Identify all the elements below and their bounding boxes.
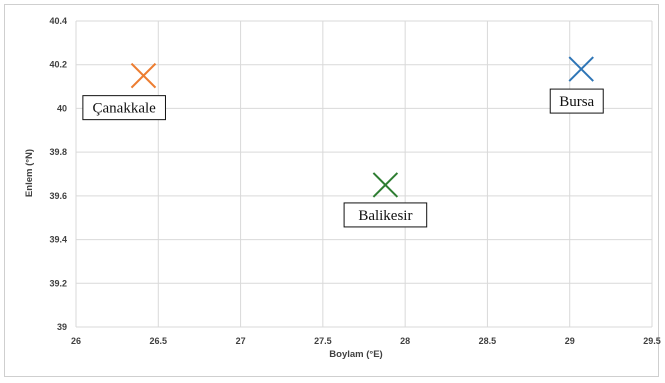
callout-box	[82, 95, 166, 121]
y-tick-label: 39.4	[49, 235, 67, 245]
x-tick-label: 29	[565, 336, 575, 346]
x-tick-label: 26.5	[150, 336, 168, 346]
point-label: Bursa	[559, 94, 594, 110]
x-tick-label: 27.5	[314, 336, 332, 346]
x-marker	[130, 62, 157, 89]
x-tick-label: 28	[400, 336, 410, 346]
data-point-bursa	[568, 56, 594, 82]
x-marker	[568, 56, 594, 82]
x-tick-label: 26	[71, 336, 81, 346]
data-point-çanakkale	[130, 62, 157, 89]
callout-box	[549, 88, 604, 114]
chart-container	[4, 4, 659, 377]
y-tick-label: 39.2	[49, 278, 67, 288]
data-point-balikesir	[372, 172, 399, 198]
y-tick-label: 39	[57, 322, 67, 332]
y-tick-label: 40	[57, 103, 67, 113]
point-label: Çanakkale	[93, 101, 157, 117]
x-tick-label: 27	[236, 336, 246, 346]
x-tick-label: 28.5	[479, 336, 497, 346]
x-tick-label: 29.5	[643, 336, 661, 346]
x-marker	[372, 172, 399, 198]
y-tick-label: 40.2	[49, 60, 67, 70]
y-tick-label: 39.6	[49, 191, 67, 201]
y-axis-title: Enlem (°N)	[24, 149, 35, 197]
x-axis-title: Boylam (°E)	[329, 349, 382, 360]
point-label: Balikesir	[358, 208, 412, 224]
y-tick-label: 40.4	[49, 16, 67, 26]
callout-box	[343, 202, 428, 228]
y-tick-label: 39.8	[49, 147, 67, 157]
